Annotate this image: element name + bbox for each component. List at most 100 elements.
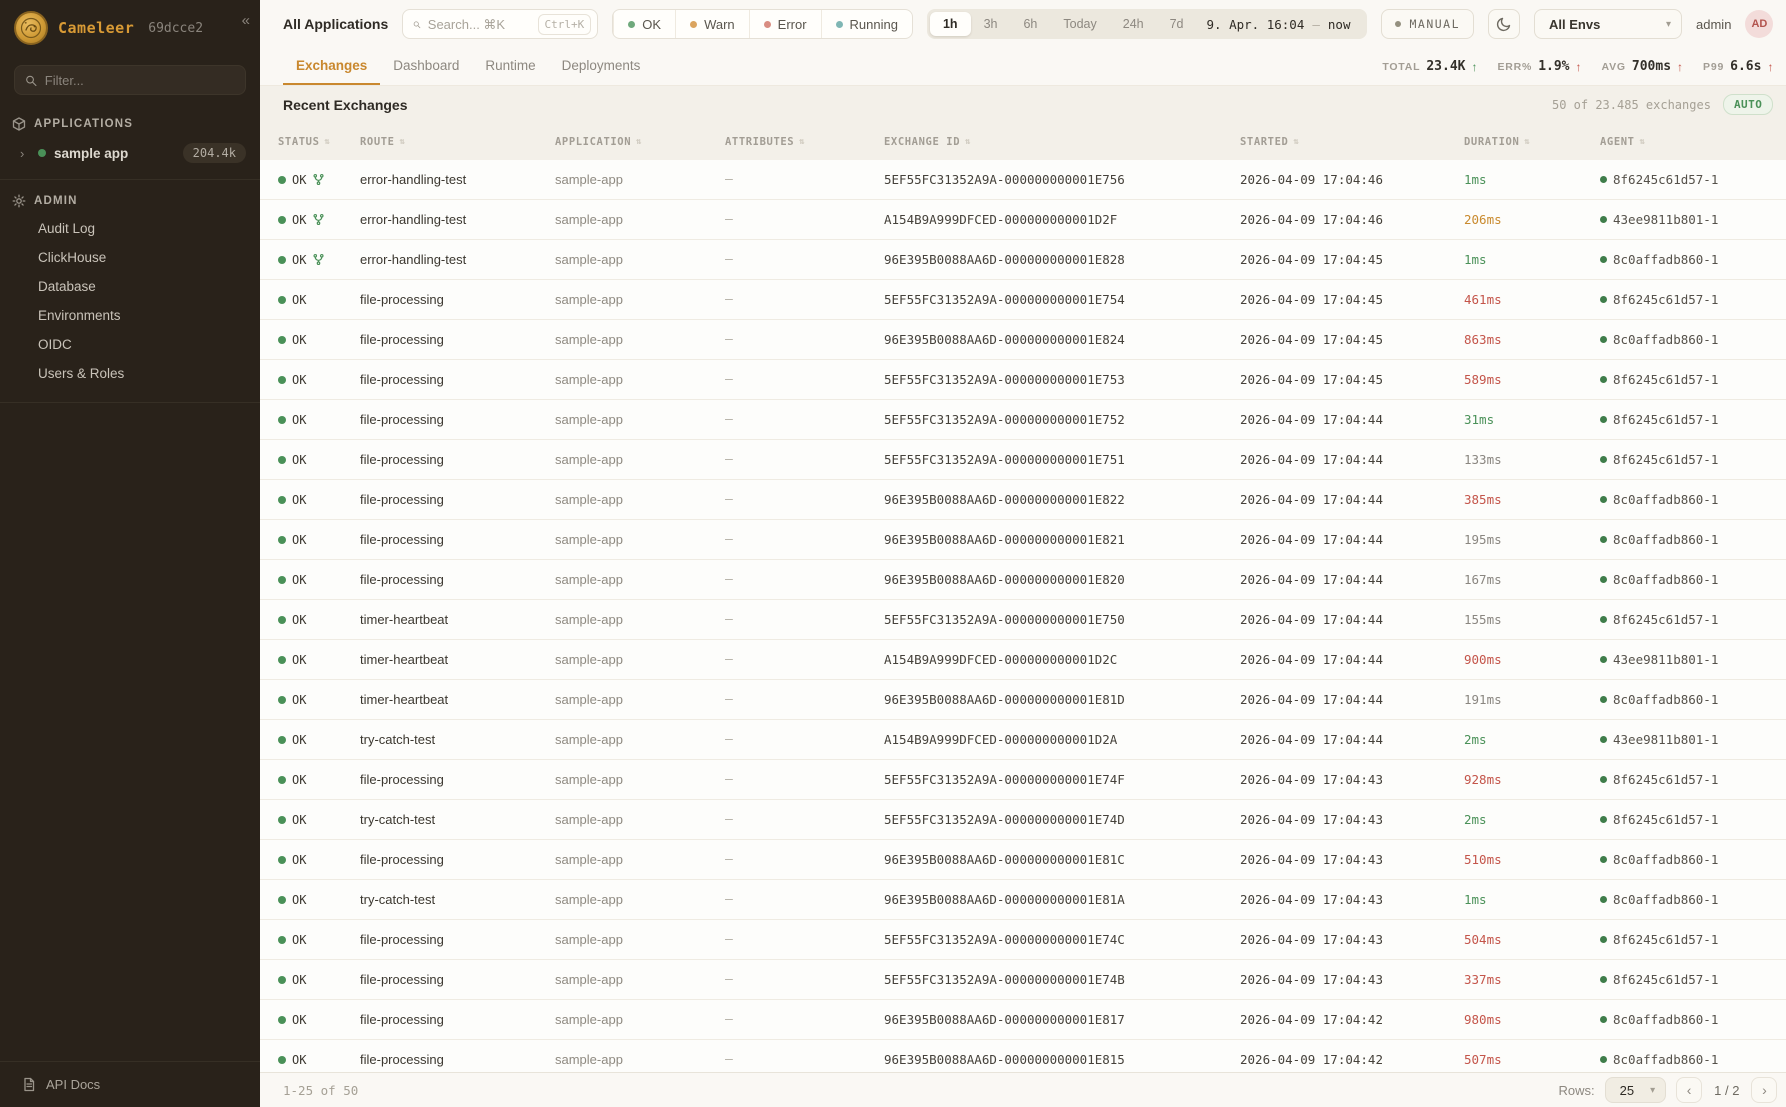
stat: TOTAL 23.4K ↑ — [1382, 59, 1478, 74]
row-range-label: 1-25 of 50 — [283, 1082, 359, 1098]
duration-cell: 928ms — [1464, 772, 1502, 787]
table-row[interactable]: OK file-processing sample-app — 96E395B0… — [260, 480, 1786, 520]
sidebar-admin-item[interactable]: Users & Roles — [38, 366, 125, 381]
duration-cell: 133ms — [1464, 452, 1502, 467]
search-input[interactable] — [427, 16, 531, 32]
table-row[interactable]: OK try-catch-test sample-app — A154B9A99… — [260, 720, 1786, 760]
column-header[interactable]: STATUS ⇅ — [278, 135, 331, 148]
avatar[interactable]: AD — [1745, 10, 1774, 38]
table-row[interactable]: OK file-processing sample-app — 5EF55FC3… — [260, 400, 1786, 440]
collapse-sidebar-icon[interactable]: « — [241, 12, 250, 29]
agent-cell: 43ee9811b801-1 — [1600, 652, 1775, 667]
started-cell: 2026-04-09 17:04:44 — [1240, 732, 1383, 747]
status-ok-dot — [278, 615, 286, 624]
time-range-button[interactable]: 6h — [1023, 17, 1038, 31]
table-footer: 1-25 of 50 Rows: 25 ▾ ‹ 1 / 2 › — [260, 1072, 1786, 1107]
time-range-button[interactable]: 3h — [983, 17, 998, 31]
attributes-cell: — — [725, 372, 733, 387]
global-search[interactable]: Ctrl+K — [402, 9, 599, 39]
table-row[interactable]: OK error-handling-test sample-app — 5EF5… — [260, 160, 1786, 200]
status-filter-button[interactable]: Warn — [675, 10, 749, 38]
chevron-right-icon[interactable]: › — [20, 145, 25, 161]
column-header[interactable]: AGENT ⇅ — [1600, 135, 1646, 148]
sidebar-item-sample-app[interactable]: › sample app 204.4k — [0, 137, 260, 169]
agent-cell: 8c0affadb860-1 — [1600, 252, 1775, 267]
next-page-button[interactable]: › — [1751, 1077, 1778, 1103]
env-select[interactable]: All Envs ▾ — [1534, 9, 1683, 39]
table-row[interactable]: OK try-catch-test sample-app — 96E395B00… — [260, 880, 1786, 920]
table-row[interactable]: OK file-processing sample-app — 5EF55FC3… — [260, 360, 1786, 400]
status-filter-button[interactable]: OK — [613, 10, 675, 38]
column-header[interactable]: DURATION ⇅ — [1464, 135, 1531, 148]
time-range-button[interactable]: 1h — [929, 12, 971, 36]
time-range-button[interactable]: Today — [1063, 17, 1097, 31]
table-row[interactable]: OK error-handling-test sample-app — 96E3… — [260, 240, 1786, 280]
table-row[interactable]: OK timer-heartbeat sample-app — 96E395B0… — [260, 680, 1786, 720]
table-row[interactable]: OK file-processing sample-app — 96E395B0… — [260, 1000, 1786, 1040]
sidebar-filter[interactable] — [14, 65, 246, 95]
attributes-cell: — — [725, 972, 733, 987]
column-header[interactable]: APPLICATION ⇅ — [555, 135, 643, 148]
exchange-id-cell: A154B9A999DFCED-000000000001D2C — [884, 652, 1118, 667]
app-logo-row[interactable]: Cameleer 69dcce2 — [0, 0, 260, 55]
sidebar-admin-item[interactable]: OIDC — [38, 337, 72, 352]
rows-per-page-select[interactable]: 25 ▾ — [1604, 1077, 1667, 1103]
agent-cell: 8c0affadb860-1 — [1600, 1052, 1775, 1067]
sidebar-admin-item[interactable]: ClickHouse — [38, 250, 107, 265]
chevron-down-icon: ▾ — [1650, 1084, 1656, 1096]
status-cell: OK — [278, 613, 360, 627]
prev-page-button[interactable]: ‹ — [1676, 1077, 1703, 1103]
auto-refresh-badge[interactable]: AUTO — [1722, 94, 1774, 115]
sidebar-admin-item[interactable]: Environments — [38, 308, 121, 323]
agent-cell: 8f6245c61d57-1 — [1600, 372, 1775, 387]
application-cell: sample-app — [555, 1052, 623, 1067]
attributes-cell: — — [725, 212, 733, 227]
table-row[interactable]: OK file-processing sample-app — 96E395B0… — [260, 560, 1786, 600]
sidebar-item-api-docs[interactable]: API Docs — [0, 1061, 260, 1107]
application-cell: sample-app — [555, 492, 623, 507]
attributes-cell: — — [725, 692, 733, 707]
table-row[interactable]: OK file-processing sample-app — 5EF55FC3… — [260, 760, 1786, 800]
theme-toggle-button[interactable] — [1488, 9, 1521, 39]
application-cell: sample-app — [555, 652, 623, 667]
column-header[interactable]: ATTRIBUTES ⇅ — [725, 135, 806, 148]
table-row[interactable]: OK file-processing sample-app — 96E395B0… — [260, 1040, 1786, 1072]
status-ok-dot — [278, 255, 286, 264]
tab[interactable]: Runtime — [485, 58, 536, 73]
time-range-button[interactable]: 24h — [1122, 17, 1144, 31]
exchange-id-cell: 96E395B0088AA6D-000000000001E81A — [884, 892, 1125, 907]
attributes-cell: — — [725, 532, 733, 547]
table-row[interactable]: OK timer-heartbeat sample-app — 5EF55FC3… — [260, 600, 1786, 640]
column-header[interactable]: EXCHANGE ID ⇅ — [884, 135, 972, 148]
table-row[interactable]: OK file-processing sample-app — 5EF55FC3… — [260, 280, 1786, 320]
table-row[interactable]: OK file-processing sample-app — 96E395B0… — [260, 320, 1786, 360]
table-row[interactable]: OK error-handling-test sample-app — A154… — [260, 200, 1786, 240]
tab[interactable]: Dashboard — [393, 58, 460, 73]
table-row[interactable]: OK file-processing sample-app — 96E395B0… — [260, 840, 1786, 880]
rows-per-page-label: Rows: — [1558, 1082, 1595, 1098]
sidebar-admin-item[interactable]: Audit Log — [38, 221, 96, 236]
time-range-button[interactable]: 7d — [1169, 17, 1184, 31]
status-filter-button[interactable]: Running — [820, 10, 912, 38]
table-row[interactable]: OK file-processing sample-app — 5EF55FC3… — [260, 440, 1786, 480]
table-row[interactable]: OK file-processing sample-app — 5EF55FC3… — [260, 920, 1786, 960]
route-cell: file-processing — [360, 492, 444, 507]
table-row[interactable]: OK timer-heartbeat sample-app — A154B9A9… — [260, 640, 1786, 680]
sidebar-admin-item[interactable]: Database — [38, 279, 96, 294]
time-display[interactable]: 9. Apr. 16:04 – now — [1197, 17, 1365, 32]
tab[interactable]: Exchanges — [283, 48, 381, 85]
tab[interactable]: Deployments — [561, 58, 641, 73]
started-cell: 2026-04-09 17:04:45 — [1240, 372, 1383, 387]
column-header[interactable]: ROUTE ⇅ — [360, 135, 406, 148]
column-header[interactable]: STARTED ⇅ — [1240, 135, 1300, 148]
table-row[interactable]: OK try-catch-test sample-app — 5EF55FC31… — [260, 800, 1786, 840]
agent-cell: 43ee9811b801-1 — [1600, 212, 1775, 227]
table-row[interactable]: OK file-processing sample-app — 96E395B0… — [260, 520, 1786, 560]
manual-refresh-button[interactable]: MANUAL — [1381, 9, 1475, 39]
search-shortcut-kbd: Ctrl+K — [537, 13, 592, 35]
table-row[interactable]: OK file-processing sample-app — 5EF55FC3… — [260, 960, 1786, 1000]
started-cell: 2026-04-09 17:04:44 — [1240, 692, 1383, 707]
exchange-id-cell: 5EF55FC31352A9A-000000000001E74F — [884, 772, 1125, 787]
status-filter-button[interactable]: Error — [748, 10, 821, 38]
sidebar-filter-input[interactable] — [44, 72, 235, 88]
